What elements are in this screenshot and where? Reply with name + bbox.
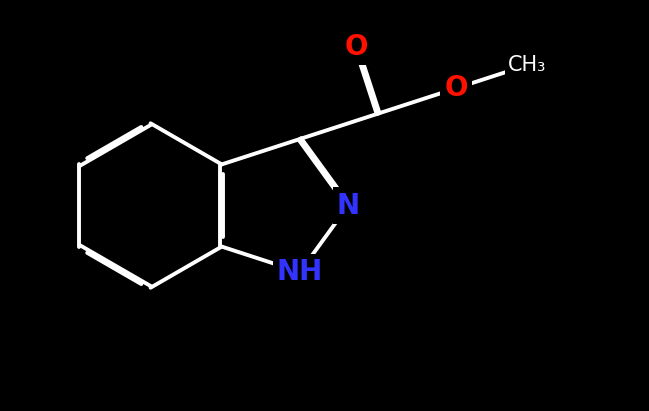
Text: CH₃: CH₃ bbox=[508, 55, 546, 75]
Text: O: O bbox=[345, 33, 368, 61]
Text: NH: NH bbox=[277, 258, 323, 286]
Text: O: O bbox=[445, 74, 468, 102]
Text: N: N bbox=[337, 192, 360, 219]
